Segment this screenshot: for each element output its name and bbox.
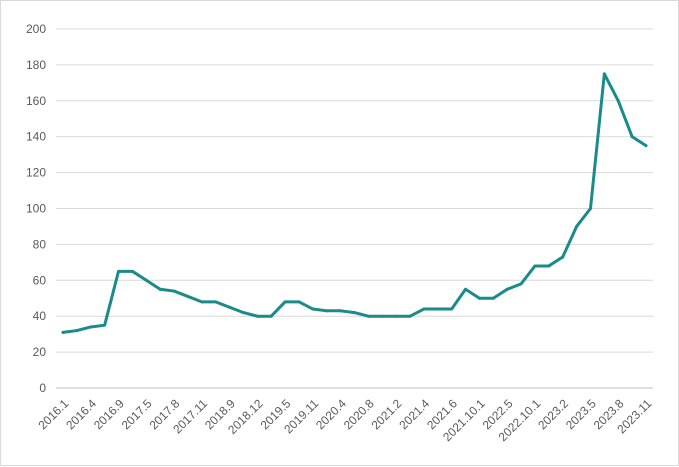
- data-point: [200, 300, 204, 304]
- data-point: [255, 314, 259, 318]
- y-tick-label: 140: [26, 130, 46, 144]
- data-point: [339, 309, 343, 313]
- data-point: [575, 224, 579, 228]
- data-point: [353, 311, 356, 315]
- data-point: [269, 314, 273, 318]
- data-point: [214, 300, 218, 304]
- data-point: [228, 305, 232, 309]
- y-tick-label: 80: [33, 237, 47, 251]
- x-tick-label: 2021.2: [369, 396, 405, 432]
- data-point: [186, 294, 190, 298]
- data-point: [366, 314, 370, 318]
- data-point: [89, 325, 93, 329]
- data-point: [117, 269, 121, 273]
- y-tick-label: 60: [33, 273, 47, 287]
- data-point: [644, 144, 648, 148]
- data-point: [103, 323, 107, 327]
- x-tick-label: 2016.4: [63, 396, 99, 432]
- data-point: [602, 72, 606, 76]
- data-point: [311, 307, 315, 311]
- data-point: [144, 278, 148, 282]
- x-tick-label: 2020.4: [313, 396, 349, 432]
- data-point: [491, 296, 495, 300]
- data-point: [422, 307, 426, 311]
- y-tick-label: 120: [26, 166, 46, 180]
- data-point: [130, 269, 134, 273]
- x-tick-label: 2023.2: [535, 396, 571, 432]
- data-point: [61, 330, 65, 334]
- x-tick-label: 2021.4: [396, 396, 432, 432]
- series-line: [61, 72, 648, 334]
- data-point: [75, 329, 79, 333]
- y-tick-label: 180: [26, 58, 46, 72]
- y-tick-label: 0: [39, 381, 46, 395]
- data-point: [241, 311, 245, 315]
- data-point: [547, 264, 551, 268]
- x-tick-label: 2016.9: [91, 396, 127, 432]
- x-tick-label: 2023.5: [563, 396, 599, 432]
- data-point: [172, 289, 176, 293]
- y-tick-label: 100: [26, 202, 46, 216]
- data-point: [394, 314, 398, 318]
- data-point: [158, 287, 162, 291]
- data-point: [533, 264, 537, 268]
- y-tick-label: 40: [33, 309, 47, 323]
- x-tick-label: 2020.8: [341, 396, 377, 432]
- data-point: [588, 207, 592, 210]
- y-tick-label: 20: [33, 345, 47, 359]
- data-point: [450, 307, 454, 311]
- data-point: [436, 307, 440, 311]
- data-point: [297, 300, 301, 304]
- data-point: [325, 309, 329, 313]
- x-tick-label: 2017.5: [119, 396, 155, 432]
- data-point: [505, 287, 509, 291]
- x-tick-label: 2016.1: [35, 396, 71, 432]
- data-point: [616, 99, 620, 103]
- data-point: [380, 314, 384, 318]
- data-point: [283, 300, 287, 304]
- y-tick-label: 200: [26, 22, 46, 36]
- data-point: [630, 135, 634, 139]
- data-point: [408, 314, 412, 318]
- y-tick-label: 160: [26, 94, 46, 108]
- data-point: [464, 287, 468, 291]
- data-point: [519, 282, 523, 286]
- data-point: [477, 296, 481, 300]
- data-point: [561, 255, 565, 259]
